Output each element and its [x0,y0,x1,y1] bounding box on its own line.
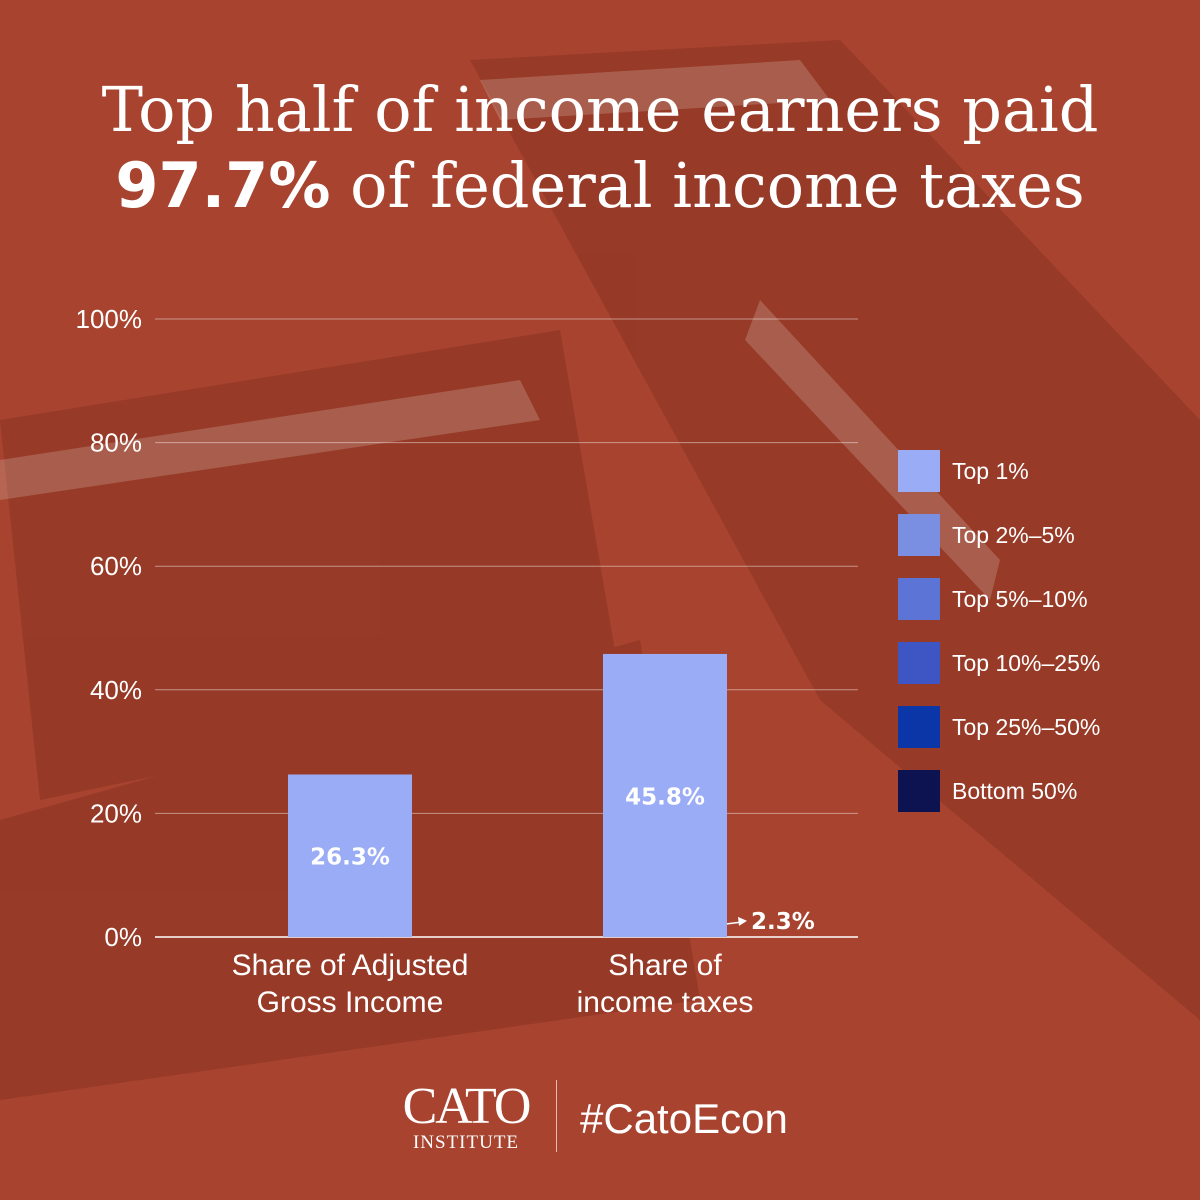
x-category-label: Share of [608,949,722,982]
title-line-2-rest: of federal income taxes [330,149,1085,222]
y-tick-label: 20% [90,798,142,828]
x-category-label: Share of Adjusted [232,949,469,982]
legend-swatch [898,706,940,748]
footer-divider [556,1080,557,1152]
legend-label: Top 10%–25% [952,650,1100,676]
legend-swatch [898,770,940,812]
bar-segment [288,774,412,937]
x-category-label: Gross Income [257,986,444,1019]
legend-label: Bottom 50% [952,778,1077,804]
title-line-2: 97.7% of federal income taxes [0,148,1200,224]
y-tick-label: 60% [90,551,142,581]
cato-institute-logo: CATO INSTITUTE [398,1078,534,1154]
stacked-bar-chart: 0%20%40%60%80%100%10.4%17.5%19.5%10.6%15… [76,304,1101,1019]
chart-title: Top half of income earners paid 97.7% of… [0,72,1200,224]
bar-segment [603,653,727,937]
legend-label: Top 2%–5% [952,522,1075,548]
title-line-1: Top half of income earners paid [101,73,1099,146]
title-highlight: 97.7% [115,149,331,222]
data-label: 2.3% [751,909,815,935]
logo-subword: INSTITUTE [412,1132,520,1153]
y-tick-label: 100% [76,304,143,334]
y-tick-label: 0% [104,922,142,952]
legend-swatch [898,514,940,556]
legend-label: Top 5%–10% [952,586,1088,612]
logo-word: CATO [402,1078,532,1135]
data-label: 26.3% [310,845,390,871]
legend-label: Top 25%–50% [952,714,1100,740]
hashtag: #CatoEcon [580,1095,788,1142]
footer: CATO INSTITUTE #CatoEcon [0,1072,1200,1162]
data-label: 45.8% [625,784,705,810]
y-tick-label: 80% [90,428,142,458]
legend-swatch [898,642,940,684]
y-tick-label: 40% [90,675,142,705]
data-label-arrowhead [738,916,747,926]
legend-label: Top 1% [952,458,1029,484]
x-category-label: income taxes [577,986,754,1019]
legend-swatch [898,578,940,620]
legend-swatch [898,450,940,492]
